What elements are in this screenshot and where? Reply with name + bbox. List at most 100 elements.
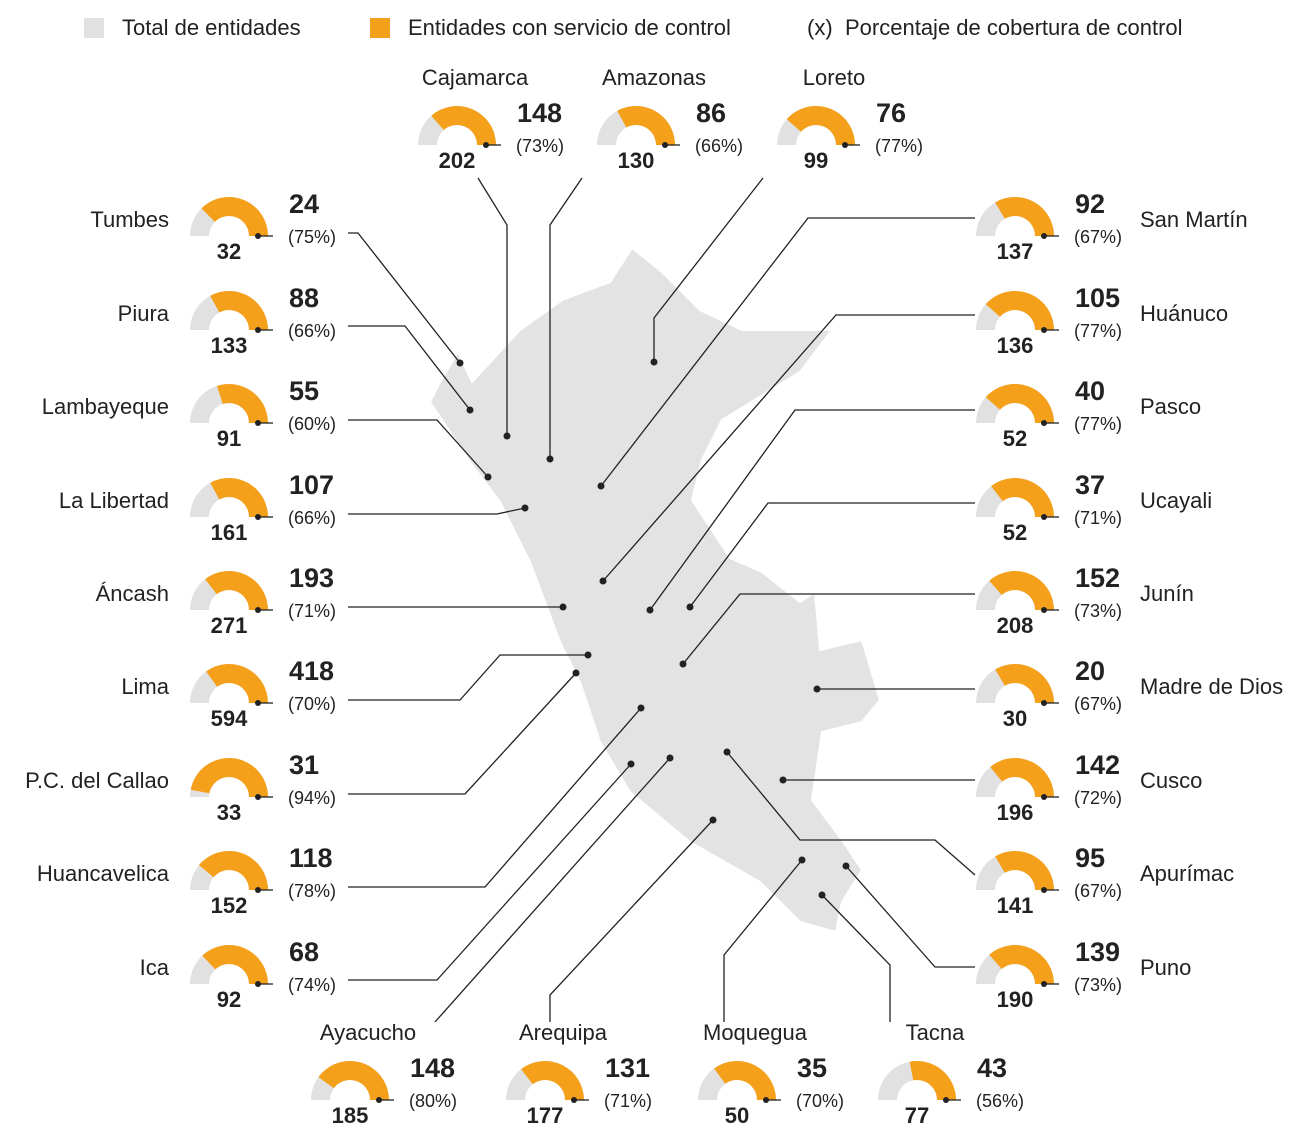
region-gauge: 418 (70%) 594 Lima bbox=[121, 656, 336, 731]
controlled-value: 142 bbox=[1075, 750, 1120, 780]
peru-map bbox=[428, 246, 882, 934]
region-gauge: 76 (77%) 99 Loreto bbox=[777, 65, 923, 173]
legend-swatch bbox=[370, 18, 390, 38]
total-value: 50 bbox=[725, 1103, 749, 1128]
controlled-value: 92 bbox=[1075, 189, 1105, 219]
total-value: 185 bbox=[332, 1103, 369, 1128]
gauge-coverage bbox=[995, 664, 1054, 703]
gauge-dot bbox=[255, 514, 261, 520]
gauge-dot bbox=[1041, 794, 1047, 800]
gauge-coverage bbox=[216, 384, 268, 423]
total-value: 141 bbox=[997, 893, 1034, 918]
region-name: Huancavelica bbox=[37, 861, 170, 886]
region-gauge: 193 (71%) 271 Áncash bbox=[96, 563, 336, 638]
map-dot bbox=[723, 748, 731, 756]
map-dot bbox=[503, 432, 511, 440]
map-dot bbox=[546, 455, 554, 463]
region-name: Amazonas bbox=[602, 65, 706, 90]
map-dot bbox=[466, 406, 474, 414]
controlled-value: 95 bbox=[1075, 843, 1105, 873]
gauge-dot bbox=[1041, 514, 1047, 520]
gauge-coverage bbox=[318, 1061, 389, 1100]
gauge-dot bbox=[1041, 327, 1047, 333]
map-dot bbox=[521, 504, 529, 512]
gauge-coverage bbox=[909, 1060, 956, 1100]
controlled-value: 105 bbox=[1075, 283, 1120, 313]
leader-line bbox=[348, 763, 632, 981]
map-dot bbox=[572, 669, 580, 677]
legend-label: Entidades con servicio de control bbox=[408, 15, 731, 40]
leader-line bbox=[348, 419, 489, 478]
region-gauge: 95 (67%) 141 Apurímac bbox=[976, 843, 1234, 918]
leader-line bbox=[348, 507, 526, 515]
leader-line bbox=[649, 409, 975, 611]
region-name: La Libertad bbox=[59, 488, 169, 513]
controlled-value: 418 bbox=[289, 656, 334, 686]
gauge-coverage bbox=[205, 570, 268, 610]
region-name: Huánuco bbox=[1140, 301, 1228, 326]
coverage-label: (71%) bbox=[288, 601, 336, 621]
controlled-value: 76 bbox=[876, 98, 906, 128]
leader-line bbox=[602, 314, 975, 582]
coverage-label: (75%) bbox=[288, 227, 336, 247]
leader-line bbox=[348, 325, 471, 411]
gauge-coverage bbox=[995, 197, 1054, 236]
coverage-label: (66%) bbox=[288, 321, 336, 341]
leader-line bbox=[821, 894, 891, 1022]
coverage-label: (66%) bbox=[695, 136, 743, 156]
region-name: Ica bbox=[140, 955, 170, 980]
region-gauge: 37 (71%) 52 Ucayali bbox=[976, 470, 1212, 545]
leader-line bbox=[549, 819, 714, 1022]
gauge-dot bbox=[255, 700, 261, 706]
total-value: 77 bbox=[905, 1103, 929, 1128]
coverage-label: (72%) bbox=[1074, 788, 1122, 808]
controlled-value: 20 bbox=[1075, 656, 1105, 686]
region-name: Cajamarca bbox=[422, 65, 529, 90]
total-value: 133 bbox=[211, 333, 248, 358]
region-gauge: 148 (80%) 185 Ayacucho bbox=[311, 1020, 457, 1128]
controlled-value: 88 bbox=[289, 283, 319, 313]
total-value: 91 bbox=[217, 426, 241, 451]
region-name: Áncash bbox=[96, 581, 169, 606]
controlled-value: 86 bbox=[696, 98, 726, 128]
region-name: Ucayali bbox=[1140, 488, 1212, 513]
legend-label: Porcentaje de cobertura de control bbox=[845, 15, 1183, 40]
region-gauge: 43 (56%) 77 Tacna bbox=[878, 1020, 1024, 1128]
legend: Total de entidades Entidades con servicio… bbox=[84, 15, 1183, 40]
total-value: 208 bbox=[997, 613, 1034, 638]
region-name: Arequipa bbox=[519, 1020, 608, 1045]
total-value: 594 bbox=[211, 706, 248, 731]
gauge-dot bbox=[571, 1097, 577, 1103]
gauge-coverage bbox=[714, 1061, 776, 1100]
region-gauge: 139 (73%) 190 Puno bbox=[976, 937, 1191, 1012]
gauge-dot bbox=[483, 142, 489, 148]
total-value: 32 bbox=[217, 239, 241, 264]
map-dot bbox=[686, 603, 694, 611]
controlled-value: 118 bbox=[289, 843, 333, 873]
region-name: Junín bbox=[1140, 581, 1194, 606]
coverage-label: (67%) bbox=[1074, 694, 1122, 714]
gauge-dot bbox=[943, 1097, 949, 1103]
coverage-label: (78%) bbox=[288, 881, 336, 901]
controlled-value: 55 bbox=[289, 376, 319, 406]
region-gauge: 142 (72%) 196 Cusco bbox=[976, 750, 1202, 825]
leader-lines bbox=[348, 177, 976, 1023]
gauge-coverage bbox=[198, 850, 268, 890]
gauge-dot bbox=[1041, 981, 1047, 987]
gauge-dot bbox=[842, 142, 848, 148]
region-gauge: 24 (75%) 32 Tumbes bbox=[90, 189, 336, 264]
region-gauge: 20 (67%) 30 Madre de Dios bbox=[976, 656, 1283, 731]
region-gauge: 152 (73%) 208 Junín bbox=[976, 563, 1194, 638]
region-name: P.C. del Callao bbox=[25, 768, 169, 793]
region-gauge: 148 (73%) 202 Cajamarca bbox=[418, 65, 564, 173]
region-gauge: 31 (94%) 33 P.C. del Callao bbox=[25, 750, 336, 825]
controlled-value: 193 bbox=[289, 563, 334, 593]
gauge-coverage bbox=[786, 106, 855, 145]
region-name: Tumbes bbox=[90, 207, 169, 232]
coverage-label: (70%) bbox=[288, 694, 336, 714]
region-gauge: 88 (66%) 133 Piura bbox=[118, 283, 336, 358]
leader-line bbox=[845, 865, 975, 968]
map-dot bbox=[637, 704, 645, 712]
region-gauge: 107 (66%) 161 La Libertad bbox=[59, 470, 336, 545]
leader-line bbox=[600, 217, 975, 487]
